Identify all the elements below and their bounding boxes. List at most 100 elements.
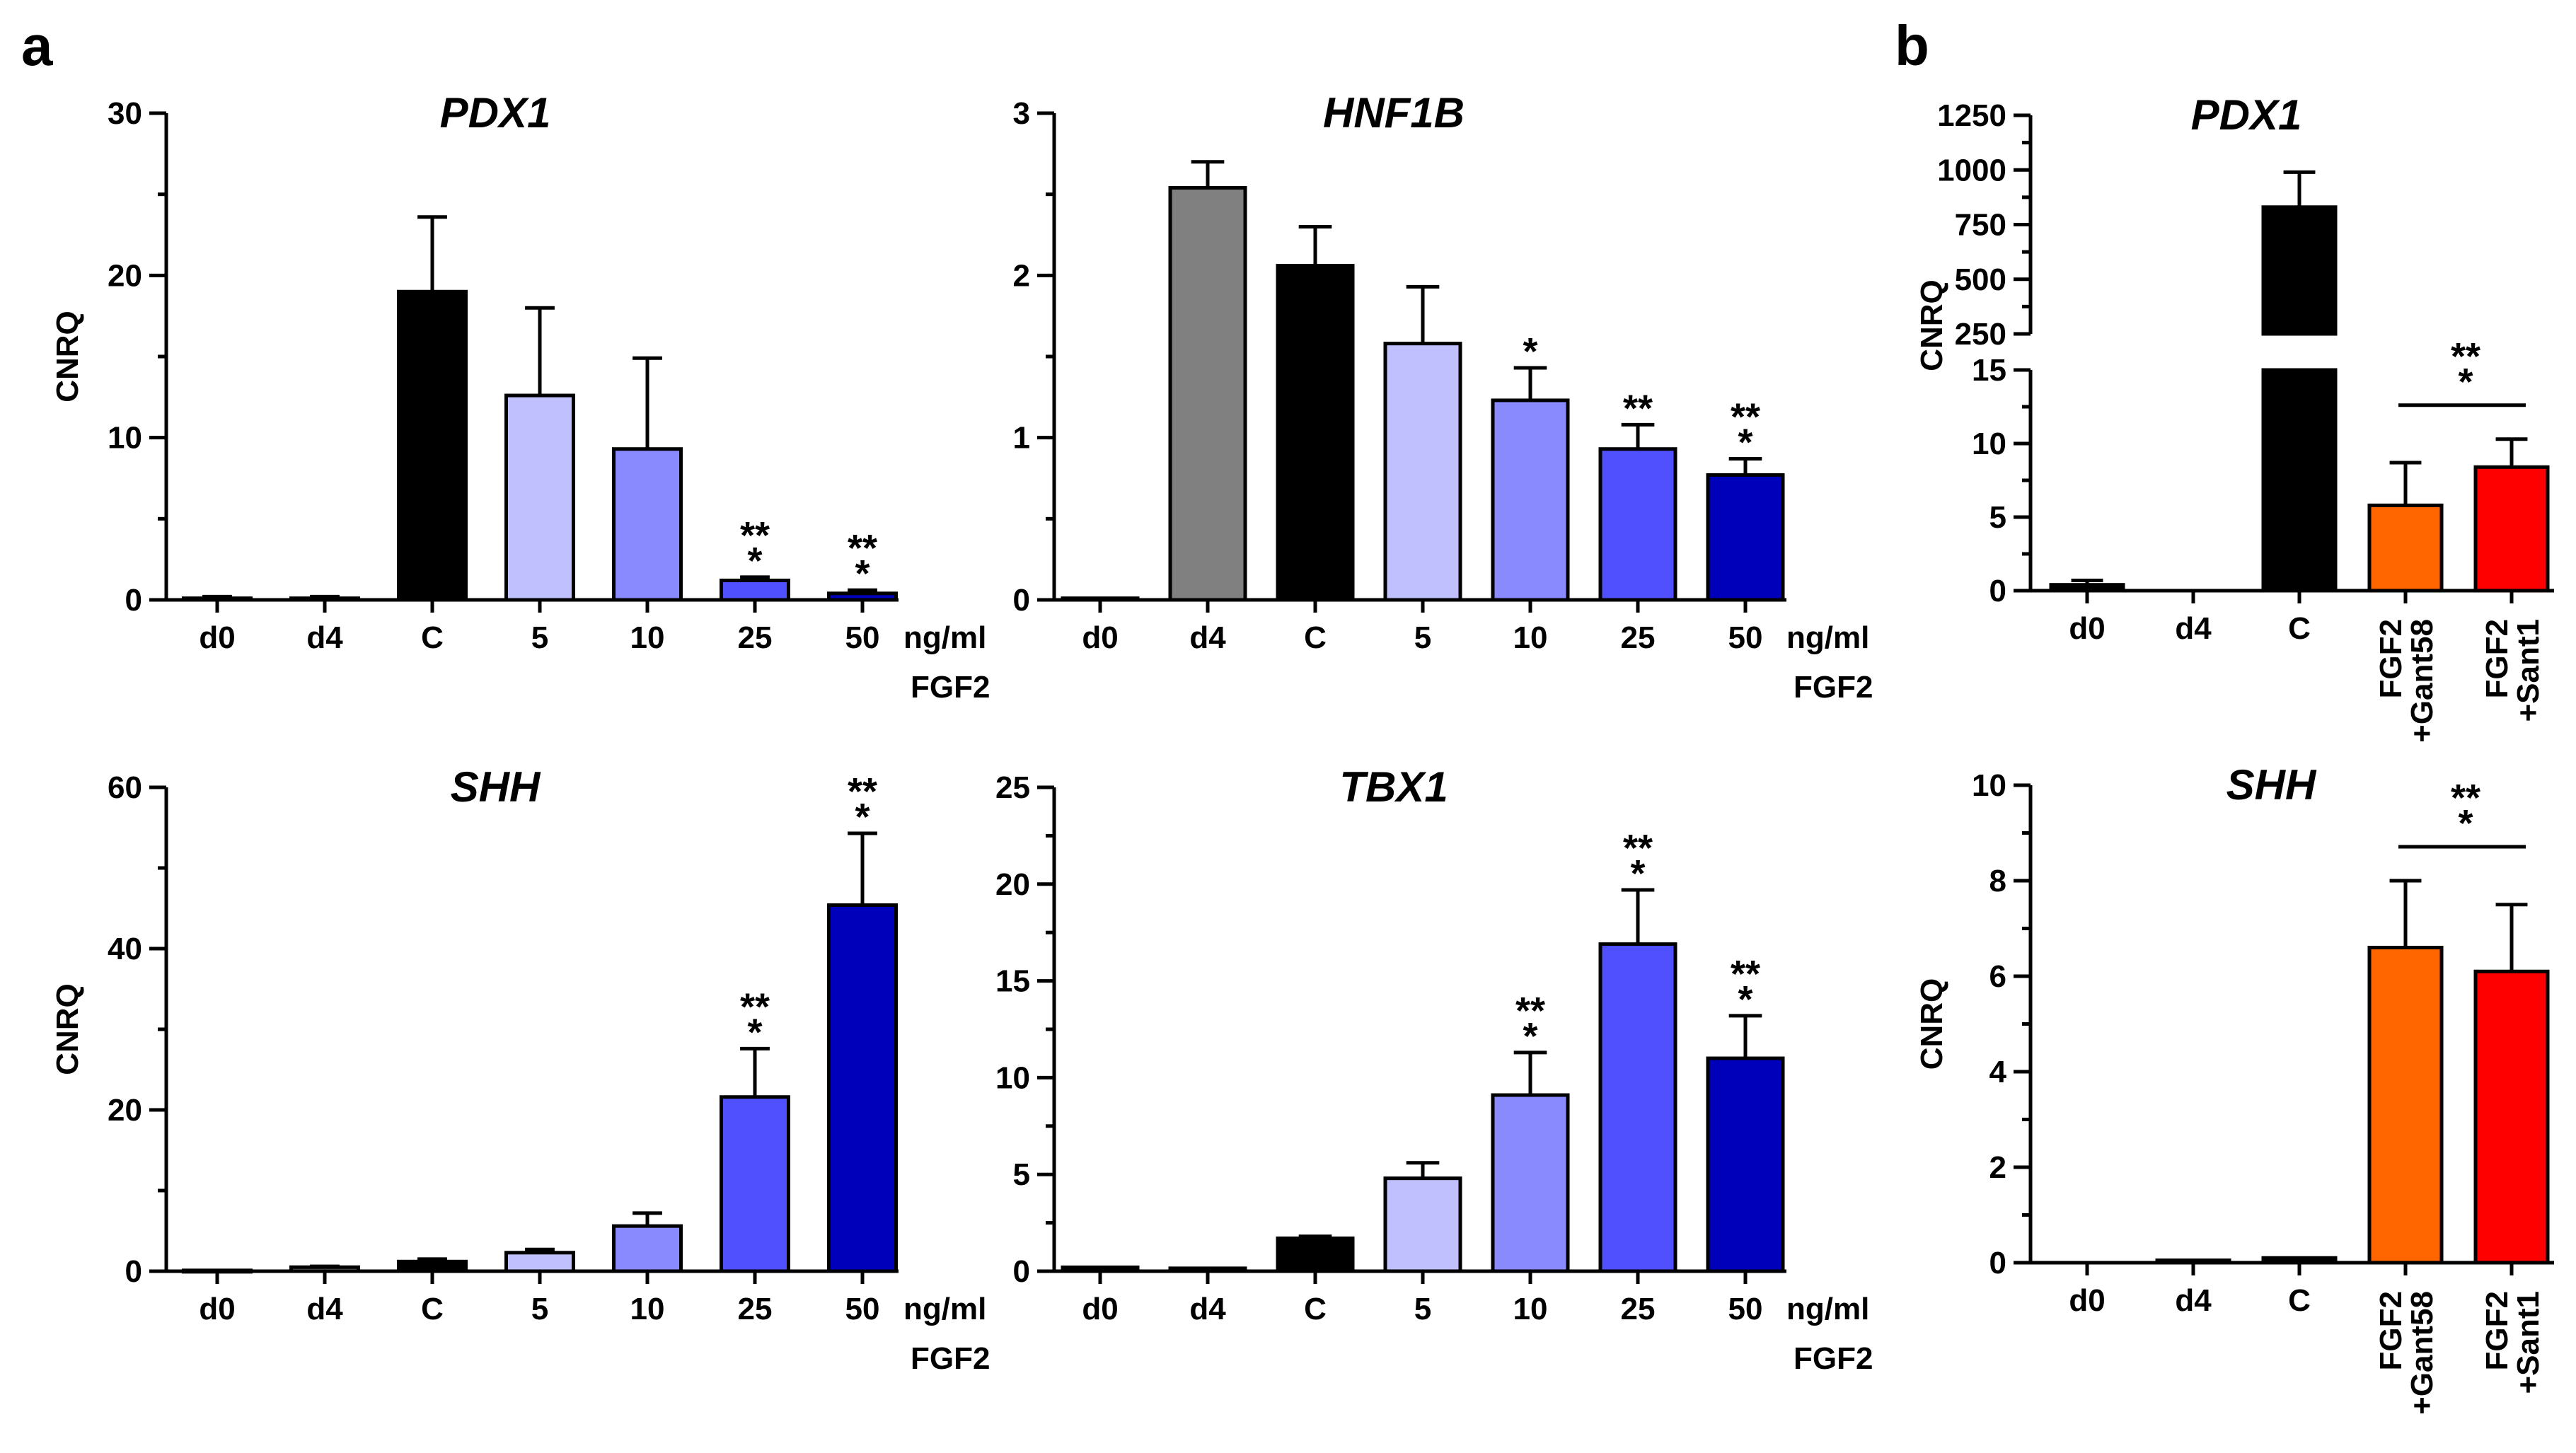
bar	[182, 596, 253, 602]
comparison-significance: **	[2451, 777, 2480, 819]
y-tick-label: 40	[108, 932, 142, 966]
significance-marker: **	[848, 770, 877, 813]
significance-marker: **	[1623, 827, 1653, 869]
chart-title: SHH	[451, 763, 541, 811]
x-tick-label: 25	[738, 620, 773, 655]
x-tick-label-line: FGF2	[2374, 1291, 2408, 1370]
y-tick-label: 15	[995, 964, 1030, 999]
unit-label-fgf2: FGF2	[911, 1341, 990, 1376]
y-tick-label: 2	[1013, 258, 1030, 293]
unit-label: ng/ml	[1786, 620, 1869, 655]
significance-marker: *	[855, 796, 870, 838]
bar	[504, 1251, 575, 1273]
y-tick-label: 4	[1989, 1055, 2007, 1089]
unit-label-fgf2: FGF2	[1794, 1341, 1873, 1376]
bar	[504, 393, 575, 602]
x-tick-label: 5	[1414, 1292, 1431, 1326]
chart-title: PDX1	[440, 89, 551, 137]
significance-marker: **	[740, 514, 770, 557]
x-tick-label: 5	[531, 620, 548, 655]
x-tick-label: FGF2+Gant58	[2374, 1291, 2439, 1415]
y-tick-label: 0	[125, 583, 142, 618]
y-tick-label: 20	[108, 1093, 142, 1128]
bar	[2367, 503, 2444, 593]
x-tick-label: C	[421, 1292, 444, 1326]
x-tick-label: d4	[306, 1292, 343, 1326]
significance-marker: *	[1738, 978, 1752, 1021]
significance-marker: **	[740, 985, 770, 1028]
chart-title: TBX1	[1339, 763, 1448, 811]
significance-marker: **	[1515, 990, 1545, 1032]
bar	[1168, 185, 1247, 602]
y-tick-label: 10	[108, 421, 142, 456]
bar	[1706, 1056, 1785, 1273]
x-tick-label: d4	[1189, 1292, 1226, 1326]
unit-label-fgf2: FGF2	[911, 670, 990, 705]
x-tick-label: d0	[1082, 620, 1118, 655]
x-tick-label: 50	[1728, 1292, 1763, 1326]
x-tick-label-line: FGF2	[2480, 619, 2514, 698]
bar	[1598, 447, 1677, 602]
x-tick-label: 50	[845, 620, 880, 655]
x-tick-label: C	[1304, 1292, 1327, 1326]
y-tick-label: 20	[995, 867, 1030, 902]
bar	[720, 1095, 790, 1273]
y-tick-label: 250	[1955, 317, 2006, 352]
x-tick-label: 10	[630, 1292, 665, 1326]
chart-title: PDX1	[2191, 91, 2302, 139]
bar	[289, 596, 360, 602]
y-tick-label: 10	[995, 1060, 1030, 1095]
significance-marker: **	[1731, 395, 1760, 438]
x-tick-label: 50	[1728, 620, 1763, 655]
x-tick-label: d0	[199, 620, 235, 655]
y-axis-label: CNRQ	[1914, 279, 1949, 371]
bar	[2473, 969, 2550, 1265]
y-tick-label: 1000	[1937, 153, 2006, 187]
x-tick-label: C	[421, 620, 444, 655]
y-tick-label: 2	[1989, 1150, 2006, 1185]
x-tick-label: FGF2+Sant1	[2480, 619, 2546, 722]
bar	[1491, 398, 1570, 602]
bar	[2261, 1256, 2338, 1265]
y-tick-label: 0	[1013, 1254, 1030, 1289]
bar	[1061, 596, 1140, 602]
significance-marker: **	[1731, 953, 1760, 995]
significance-marker: *	[747, 540, 762, 582]
bar	[827, 903, 898, 1273]
x-tick-label: 5	[531, 1292, 548, 1326]
x-tick-label-line: +Gant58	[2405, 1291, 2439, 1415]
bar	[397, 289, 468, 602]
x-tick-label: 10	[630, 620, 665, 655]
significance-marker: *	[747, 1011, 762, 1053]
y-tick-label: 10	[1972, 427, 2006, 461]
bar	[720, 578, 790, 602]
bar	[1061, 1266, 1140, 1273]
x-tick-label: 50	[845, 1292, 880, 1326]
x-tick-label: 25	[1621, 620, 1656, 655]
y-tick-label: 30	[108, 96, 142, 131]
y-tick-label: 6	[1989, 959, 2006, 994]
x-tick-label: 25	[738, 1292, 773, 1326]
x-tick-label: 10	[1513, 1292, 1548, 1326]
y-tick-label: 20	[108, 258, 142, 293]
unit-label: ng/ml	[1786, 1292, 1869, 1326]
x-tick-label: FGF2+Gant58	[2374, 619, 2439, 743]
chart-title: SHH	[2226, 761, 2317, 809]
comparison-significance: *	[2458, 802, 2473, 845]
y-tick-label: 10	[1972, 768, 2006, 803]
y-tick-label: 0	[125, 1254, 142, 1289]
x-tick-label: d4	[2175, 1283, 2212, 1318]
y-tick-label: 0	[1989, 1246, 2006, 1280]
significance-marker: *	[1523, 1015, 1537, 1058]
x-tick-label-line: +Sant1	[2511, 1291, 2546, 1394]
y-tick-label: 750	[1955, 208, 2006, 243]
panel-label-a: a	[21, 14, 53, 77]
chart-title: HNF1B	[1323, 89, 1465, 137]
y-tick-label: 5	[1013, 1157, 1030, 1192]
significance-marker: *	[1738, 421, 1752, 463]
significance-marker: **	[1623, 387, 1653, 429]
y-tick-label: 500	[1955, 262, 2006, 297]
